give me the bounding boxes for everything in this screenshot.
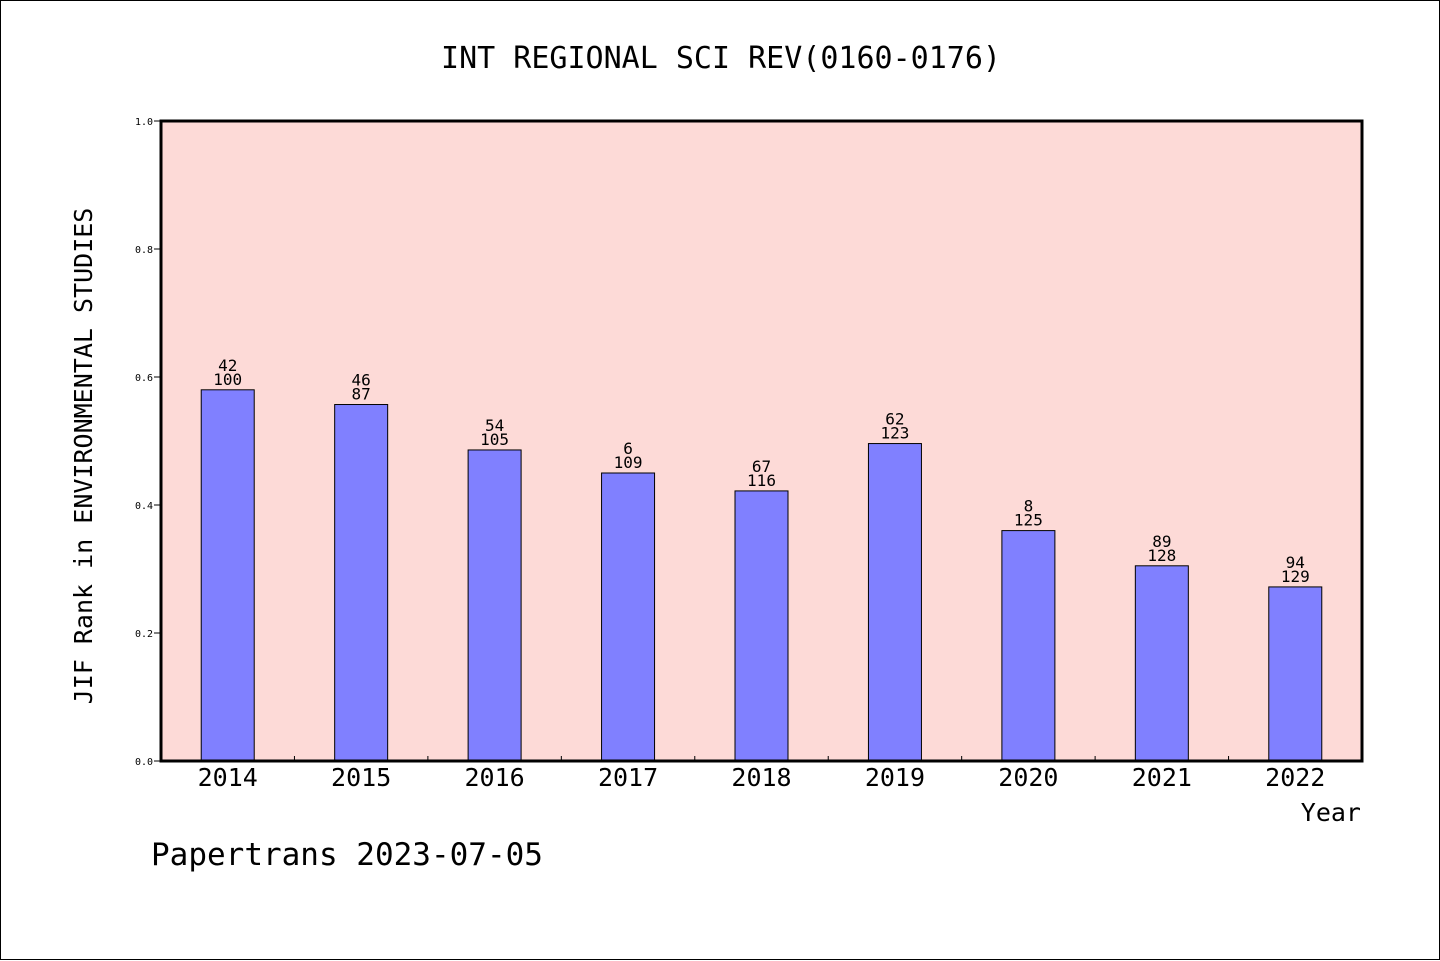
y-tick-label: 1.0	[135, 117, 153, 128]
bar-total-label: 125	[1014, 511, 1043, 530]
bar-rank-label: 62	[885, 410, 904, 429]
y-tick-label: 0.4	[135, 501, 153, 512]
chart-title: INT REGIONAL SCI REV(0160-0176)	[441, 41, 1001, 76]
bar-total-label: 87	[352, 385, 371, 404]
x-tick-label: 2018	[731, 763, 791, 792]
bar	[1134, 565, 1189, 762]
y-tick-label: 0.8	[135, 245, 153, 256]
bar-rank-label: 94	[1286, 553, 1305, 572]
bar-rank-label: 89	[1152, 532, 1171, 551]
bar	[1268, 586, 1323, 762]
bar-rank-label: 8	[1024, 497, 1034, 516]
x-tick-label: 2022	[1265, 763, 1325, 792]
bar	[200, 389, 255, 762]
bar-total-label: 128	[1147, 546, 1176, 565]
bar-total-label: 129	[1281, 567, 1310, 586]
y-axis-ticks: 0.0 0.2 0.4 0.6 0.8 1.0	[135, 117, 161, 768]
x-tick-label: 2014	[198, 763, 258, 792]
bar	[734, 490, 789, 762]
bar	[601, 472, 656, 762]
x-tick-label: 2015	[331, 763, 391, 792]
bar-total-label: 109	[614, 453, 643, 472]
bar-rank-label: 6	[623, 439, 633, 458]
footer-credit: Papertrans 2023-07-05	[151, 837, 543, 873]
x-tick-label: 2019	[865, 763, 925, 792]
bar-total-label: 123	[880, 424, 909, 443]
y-tick-label: 0.6	[135, 373, 153, 384]
x-tick-label: 2020	[998, 763, 1058, 792]
bar-rank-label: 67	[752, 457, 771, 476]
x-axis-ticks: 2014 2015 2016 2017 2018 2019 2020 2021 2022	[198, 756, 1325, 792]
bar	[334, 404, 389, 762]
y-tick-label: 0.0	[135, 757, 153, 768]
x-tick-label: 2016	[465, 763, 525, 792]
bar-rank-label: 46	[352, 371, 371, 390]
bar-total-label: 116	[747, 471, 776, 490]
bar-rank-label: 54	[485, 416, 504, 435]
bar	[1001, 530, 1056, 762]
y-tick-label: 0.2	[135, 629, 153, 640]
bar-rank-label: 42	[218, 356, 237, 375]
bar-total-label: 100	[213, 370, 242, 389]
bar	[467, 449, 522, 762]
bar	[867, 443, 922, 762]
x-tick-label: 2017	[598, 763, 658, 792]
x-tick-label: 2021	[1132, 763, 1192, 792]
bar-total-label: 105	[480, 430, 509, 449]
plot-border	[159, 119, 1364, 763]
x-axis-label: Year	[1301, 798, 1361, 827]
y-axis-label: JIF Rank in ENVIRONMENTAL STUDIES	[69, 208, 98, 705]
